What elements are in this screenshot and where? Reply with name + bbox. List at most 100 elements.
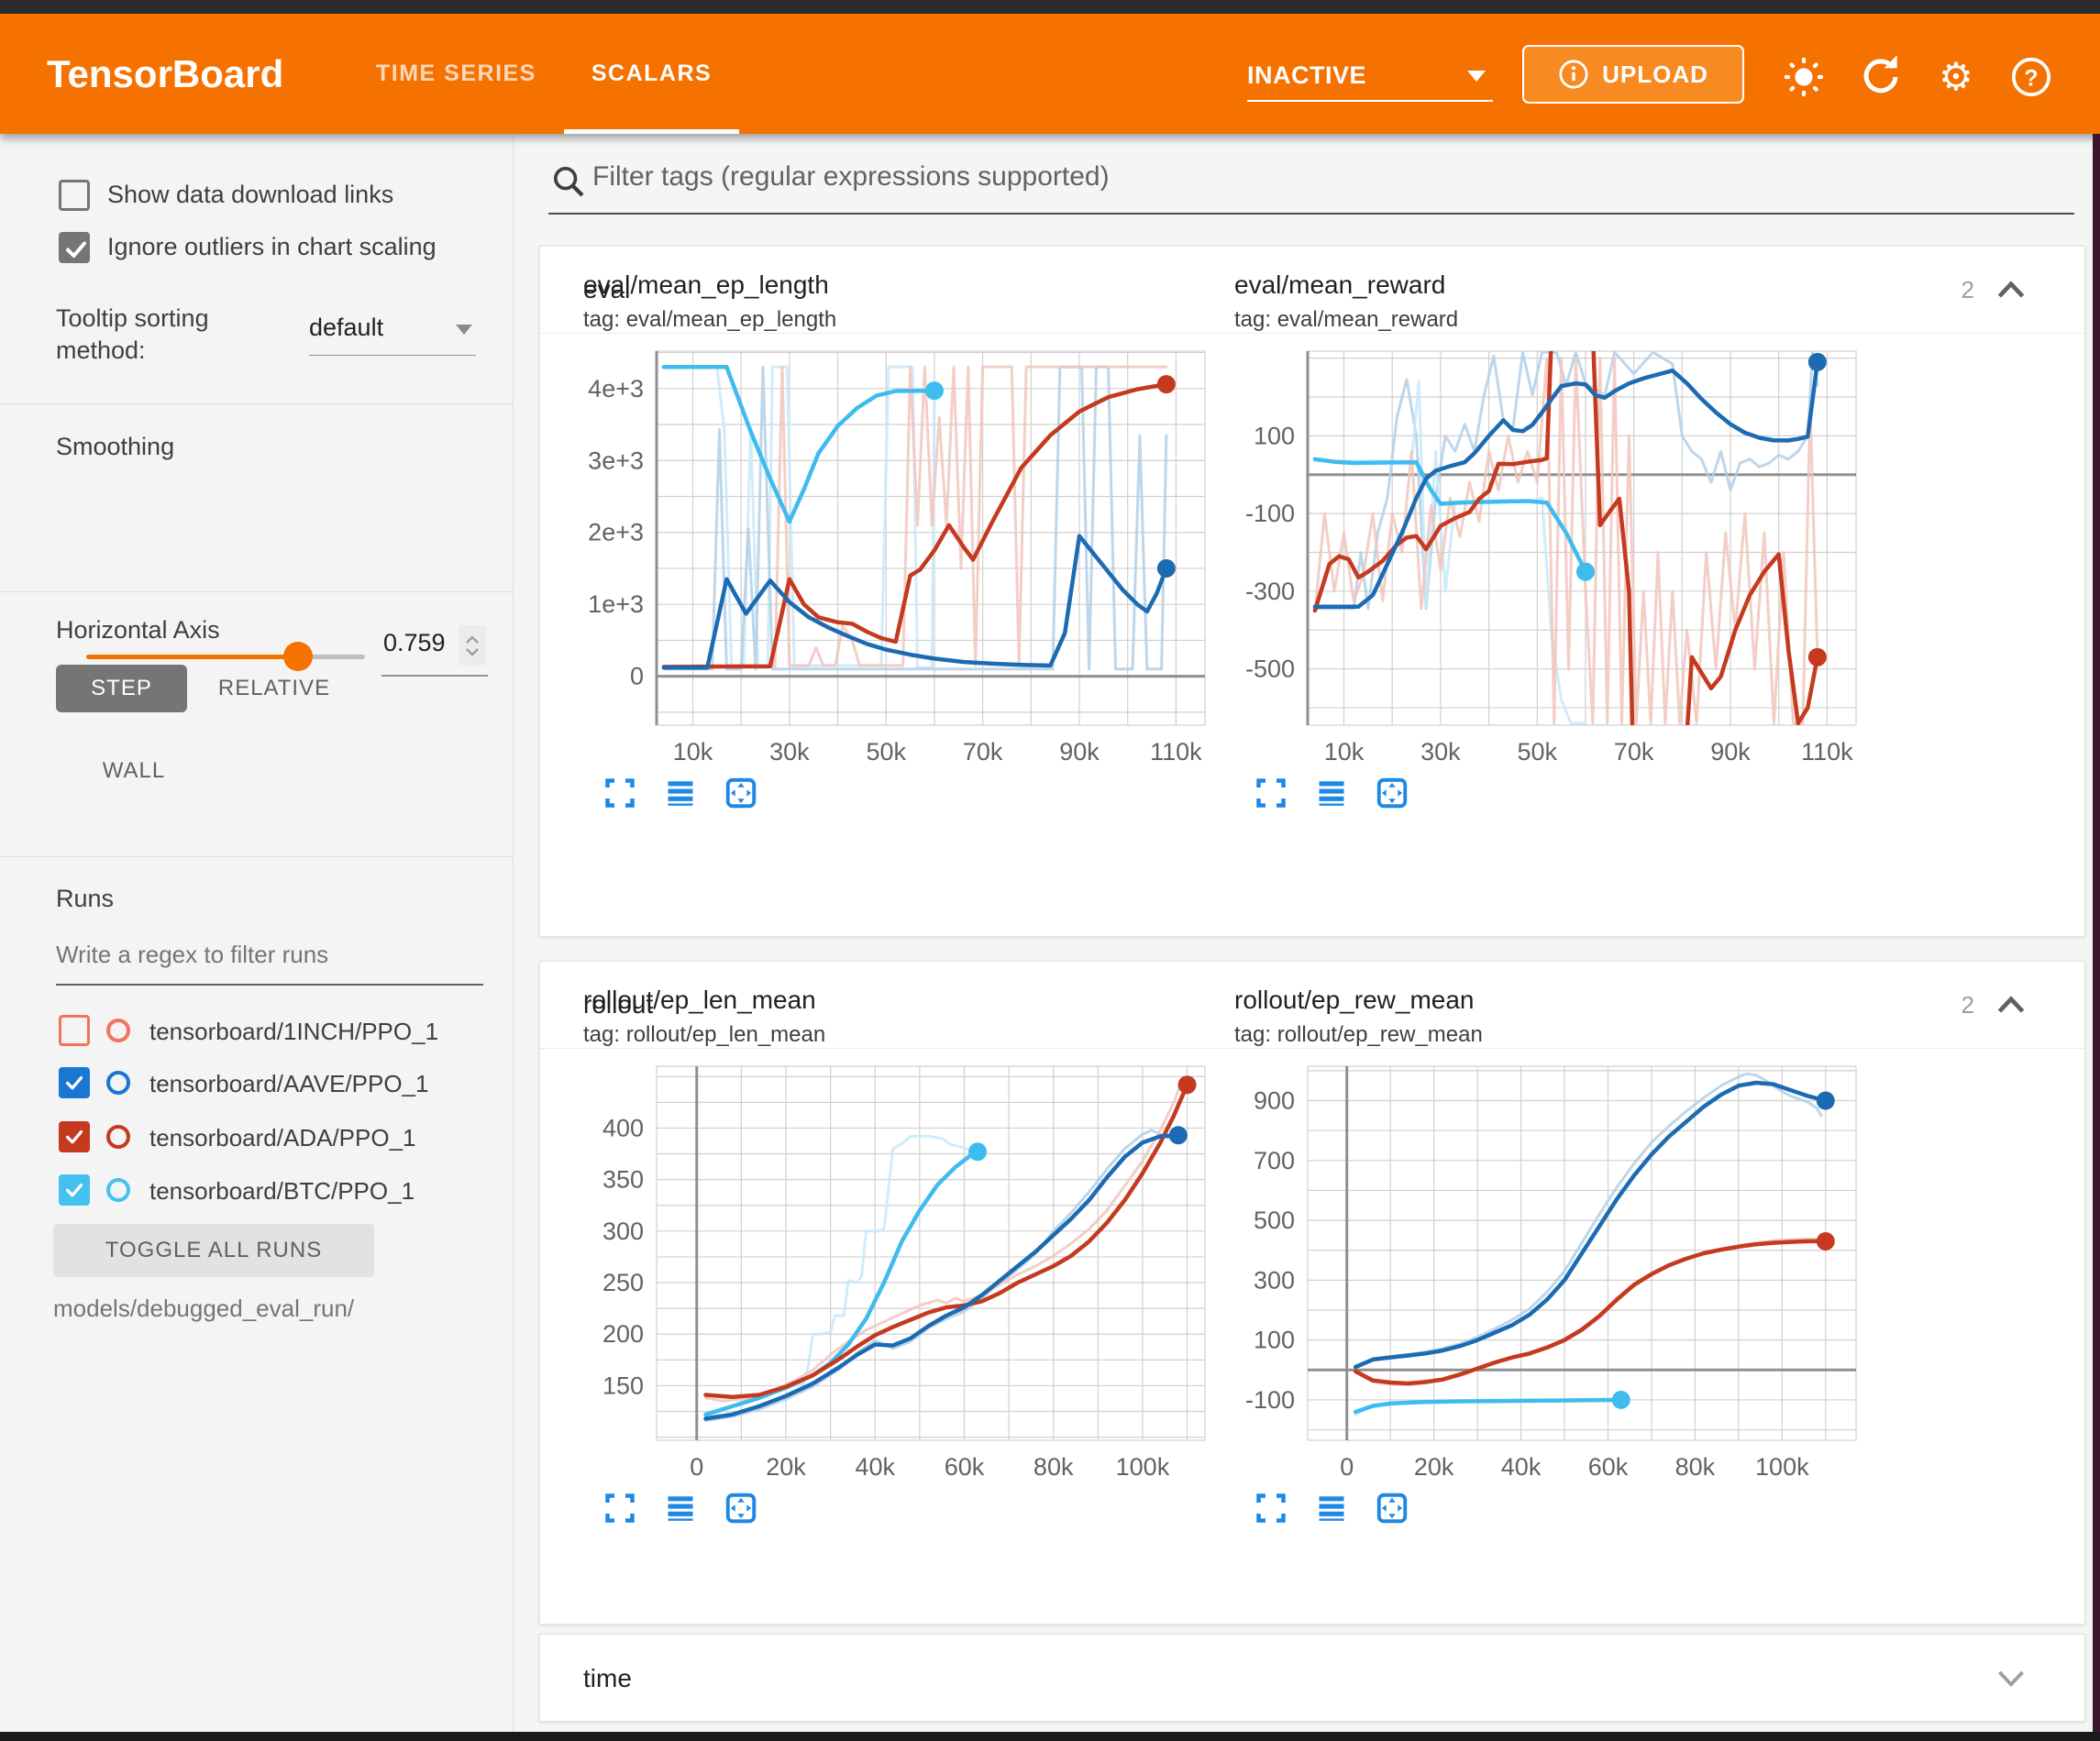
sidebar: Show data download links Ignore outliers… — [0, 134, 514, 1741]
smoothing-label: Smoothing — [56, 433, 175, 460]
fit-domain-icon[interactable] — [724, 777, 757, 810]
run-color-ring[interactable] — [106, 1178, 130, 1202]
svg-text:3e+3: 3e+3 — [588, 446, 644, 474]
upload-label: UPLOAD — [1602, 60, 1708, 88]
section-header-time[interactable]: time — [540, 1635, 2084, 1722]
fullscreen-icon[interactable] — [603, 1492, 636, 1525]
fit-domain-icon[interactable] — [1376, 777, 1409, 810]
run-row-btc[interactable]: tensorboard/BTC/PPO_1 — [0, 1174, 514, 1211]
chart-plot[interactable]: 10k 30k 50k 70k 90k 110k 100 -100 -300 -500 — [1234, 342, 1867, 773]
ignore-outliers-checkbox[interactable] — [59, 232, 90, 263]
chart-rollout-ep-len-mean: rollout/ep_len_mean tag: rollout/ep_len_… — [583, 962, 1216, 1525]
svg-text:50k: 50k — [866, 738, 906, 766]
run-checkbox[interactable] — [59, 1015, 90, 1046]
axis-wall-button[interactable]: WALL — [102, 758, 166, 783]
svg-text:90k: 90k — [1710, 738, 1751, 766]
svg-text:110k: 110k — [1801, 738, 1853, 766]
svg-text:300: 300 — [1254, 1266, 1295, 1294]
refresh-icon[interactable] — [1860, 55, 1902, 98]
tooltip-sorting-dropdown[interactable]: default — [309, 314, 476, 356]
chart-eval-mean-reward: eval/mean_reward tag: eval/mean_reward 1… — [1234, 247, 1867, 810]
data-table-icon[interactable] — [664, 1492, 697, 1525]
svg-text:0: 0 — [690, 1453, 703, 1481]
chevron-down-icon[interactable] — [1996, 1669, 2026, 1689]
svg-text:-100: -100 — [1245, 1386, 1295, 1414]
settings-icon[interactable]: ⚙ — [1939, 55, 1973, 98]
chart-tag: tag: eval/mean_ep_length — [583, 307, 837, 332]
chart-plot[interactable]: 0 20k 40k 60k 80k 100k -100 100 300 500 700 900 — [1234, 1057, 1867, 1488]
svg-text:500: 500 — [1254, 1207, 1295, 1234]
fit-domain-icon[interactable] — [724, 1492, 757, 1525]
svg-text:250: 250 — [602, 1269, 644, 1296]
chart-tag: tag: rollout/ep_rew_mean — [1234, 1022, 1483, 1047]
main-tabs: TIME SERIES SCALARS — [348, 14, 740, 134]
chevron-up-icon[interactable] — [1996, 280, 2026, 300]
main-content: eval 2 eval/mean_ep_length tag: eval/mea… — [514, 134, 2100, 1741]
fullscreen-icon[interactable] — [1254, 777, 1288, 810]
filter-tags-input[interactable] — [592, 161, 2060, 193]
upload-button[interactable]: UPLOAD — [1522, 45, 1744, 104]
run-color-ring[interactable] — [106, 1071, 130, 1095]
svg-text:100k: 100k — [1116, 1453, 1170, 1481]
runs-filter-underline — [56, 984, 483, 986]
chevron-down-icon — [466, 647, 479, 656]
run-label: tensorboard/ADA/PPO_1 — [149, 1124, 416, 1151]
smoothing-value-input[interactable] — [383, 629, 457, 657]
run-color-ring[interactable] — [106, 1125, 130, 1149]
top-edge-strip — [0, 0, 2100, 14]
tooltip-sorting-label: Tooltip sorting method: — [56, 304, 209, 364]
axis-step-button[interactable]: STEP — [56, 665, 187, 712]
run-row-ada[interactable]: tensorboard/ADA/PPO_1 — [0, 1121, 514, 1158]
axis-relative-button[interactable]: RELATIVE — [217, 676, 331, 700]
ignore-outliers-label: Ignore outliers in chart scaling — [107, 233, 437, 260]
horizontal-axis-label: Horizontal Axis — [56, 616, 220, 644]
run-row-aave[interactable]: tensorboard/AAVE/PPO_1 — [0, 1067, 514, 1104]
divider — [0, 403, 514, 404]
svg-text:900: 900 — [1254, 1087, 1295, 1115]
svg-text:200: 200 — [602, 1320, 644, 1348]
section-header-rollout[interactable]: rollout 2 — [540, 962, 2084, 1049]
fit-domain-icon[interactable] — [1376, 1492, 1409, 1525]
smoothing-slider-thumb[interactable] — [282, 642, 313, 671]
show-download-links-checkbox[interactable] — [59, 180, 90, 211]
tab-time-series[interactable]: TIME SERIES — [376, 61, 536, 86]
runs-directory-label: models/debugged_eval_run/ — [53, 1295, 355, 1322]
search-icon — [554, 167, 584, 197]
help-icon[interactable]: ? — [2010, 56, 2052, 98]
data-table-icon[interactable] — [1315, 1492, 1348, 1525]
smoothing-stepper[interactable] — [459, 625, 486, 666]
svg-text:10k: 10k — [673, 738, 713, 766]
run-row-1inch[interactable]: tensorboard/1INCH/PPO_1 — [0, 1015, 514, 1052]
svg-text:110k: 110k — [1150, 738, 1202, 766]
section-count: 2 — [1961, 990, 1974, 1019]
data-table-icon[interactable] — [1315, 777, 1348, 810]
run-checkbox[interactable] — [59, 1174, 90, 1206]
section-header-eval[interactable]: eval 2 — [540, 247, 2084, 334]
run-color-ring[interactable] — [106, 1019, 130, 1042]
svg-text:40k: 40k — [1501, 1453, 1542, 1481]
svg-text:?: ? — [2024, 66, 2038, 92]
chevron-up-icon[interactable] — [1996, 995, 2026, 1015]
svg-text:100: 100 — [1254, 1327, 1295, 1354]
chart-plot[interactable]: 0 20k 40k 60k 80k 100k 150 200 250 300 350 400 — [583, 1057, 1216, 1488]
chart-plot[interactable]: 10k 30k 50k 70k 90k 110k 0 1e+3 2e+3 3e+3 4e+3 — [583, 342, 1216, 773]
data-table-icon[interactable] — [664, 777, 697, 810]
right-edge-strip — [2093, 134, 2100, 1741]
runs-filter-input[interactable] — [56, 941, 478, 969]
svg-text:0: 0 — [1340, 1453, 1354, 1481]
svg-text:100k: 100k — [1755, 1453, 1809, 1481]
chart-title: rollout/ep_rew_mean — [1234, 986, 1475, 1014]
status-dropdown[interactable]: INACTIVE — [1247, 50, 1493, 102]
fullscreen-icon[interactable] — [603, 777, 636, 810]
svg-text:80k: 80k — [1033, 1453, 1074, 1481]
fullscreen-icon[interactable] — [1254, 1492, 1288, 1525]
run-checkbox[interactable] — [59, 1067, 90, 1098]
svg-text:4e+3: 4e+3 — [588, 375, 644, 402]
chart-toolbar — [1254, 1492, 1867, 1525]
brightness-icon[interactable] — [1783, 56, 1825, 98]
smoothing-slider[interactable] — [86, 642, 365, 671]
toggle-all-runs-button[interactable]: TOGGLE ALL RUNS — [53, 1224, 374, 1277]
tab-scalars[interactable]: SCALARS — [563, 14, 740, 134]
run-checkbox[interactable] — [59, 1121, 90, 1152]
